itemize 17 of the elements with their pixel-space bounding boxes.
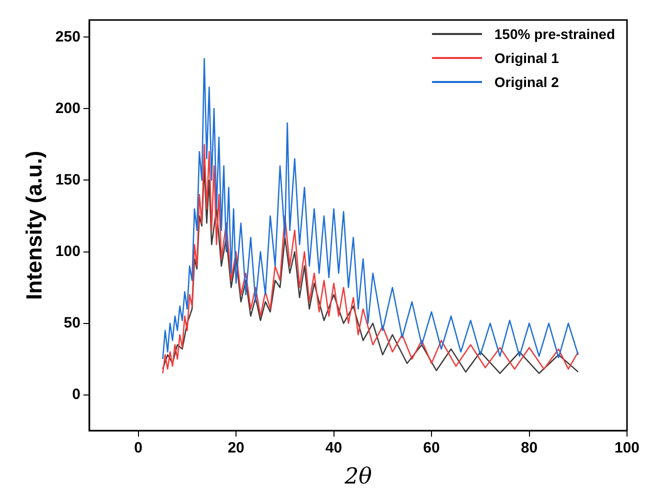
y-tick-label: 0 [72, 386, 80, 403]
y-tick-label: 200 [55, 100, 80, 117]
x-tick-label: 20 [228, 440, 244, 457]
legend-label: Original 1 [494, 49, 559, 68]
y-tick-label: 50 [64, 314, 80, 332]
x-tick-label: 100 [614, 440, 640, 457]
legend-label: Original 2 [494, 73, 559, 92]
x-tick-label: 60 [423, 440, 440, 457]
y-tick-label: 100 [55, 242, 80, 260]
x-tick-label: 40 [325, 440, 342, 457]
legend-label: 150% pre-strained [494, 25, 615, 44]
y-axis-title: Intensity (a.u.) [21, 150, 46, 300]
x-axis-title: 2θ [344, 464, 372, 490]
x-tick-label: 0 [134, 440, 142, 457]
y-tick-label: 150 [55, 171, 80, 188]
y-tick-label: 250 [55, 28, 80, 46]
x-tick-label: 80 [520, 440, 538, 457]
